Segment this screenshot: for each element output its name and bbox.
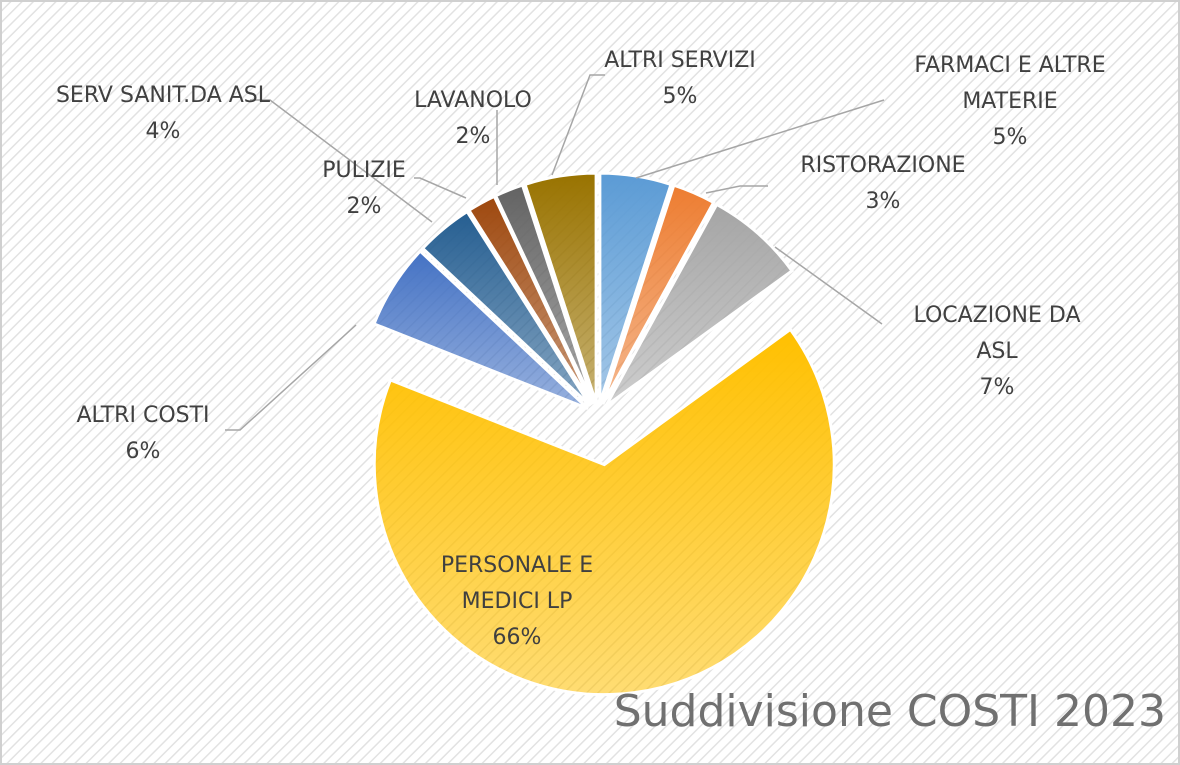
chart-title: Suddivisione COSTI 2023	[613, 686, 1166, 737]
pie-slice	[598, 171, 673, 404]
pie-slice	[420, 209, 592, 407]
category-label: RISTORAZIONE	[800, 153, 966, 178]
category-label: ALTRI SERVIZI	[604, 48, 756, 73]
value-label: 5%	[992, 125, 1028, 150]
leader-line	[774, 246, 883, 325]
category-label: PERSONALE E MEDICI LP	[440, 553, 594, 614]
pie-slice	[372, 249, 589, 410]
data-label: ALTRI SERVIZI 5%	[580, 43, 780, 115]
value-label: 2%	[455, 124, 491, 149]
value-label: 5%	[662, 84, 698, 109]
data-label: LAVANOLO 2%	[393, 83, 553, 155]
category-label: PULIZIE	[322, 158, 406, 183]
category-label: SERV SANIT.DA ASL	[55, 83, 271, 108]
category-label: FARMACI E ALTRE MATERIE	[914, 53, 1106, 114]
pie-slice	[466, 194, 594, 406]
value-label: 7%	[979, 375, 1015, 400]
value-label: 66%	[492, 625, 542, 650]
data-label: ALTRI COSTI 6%	[43, 398, 243, 470]
leader-line	[250, 99, 433, 223]
value-label: 4%	[145, 119, 181, 144]
value-label: 6%	[125, 439, 161, 464]
leader-line	[414, 177, 467, 199]
data-label: PULIZIE 2%	[299, 153, 429, 225]
value-label: 2%	[346, 194, 382, 219]
pie-slice	[523, 171, 598, 404]
data-label: RISTORAZIONE 3%	[783, 148, 983, 220]
leader-line	[551, 74, 605, 176]
category-label: ALTRI COSTI	[76, 403, 210, 428]
data-label: FARMACI E ALTRE MATERIE 5%	[910, 48, 1110, 156]
pie-slice	[493, 183, 596, 405]
data-label: PERSONALE E MEDICI LP 66%	[412, 548, 622, 656]
pie-slice	[604, 202, 795, 408]
data-label: LOCAZIONE DA ASL 7%	[892, 298, 1102, 406]
pie-slice	[372, 327, 836, 697]
pie-slice	[601, 183, 716, 405]
value-label: 3%	[865, 189, 901, 214]
leader-line	[635, 99, 885, 179]
category-label: LOCAZIONE DA ASL	[913, 303, 1081, 364]
leader-line	[705, 185, 768, 194]
category-label: LAVANOLO	[414, 88, 532, 113]
leader-line	[225, 324, 357, 431]
data-label: SERV SANIT.DA ASL 4%	[48, 78, 278, 150]
